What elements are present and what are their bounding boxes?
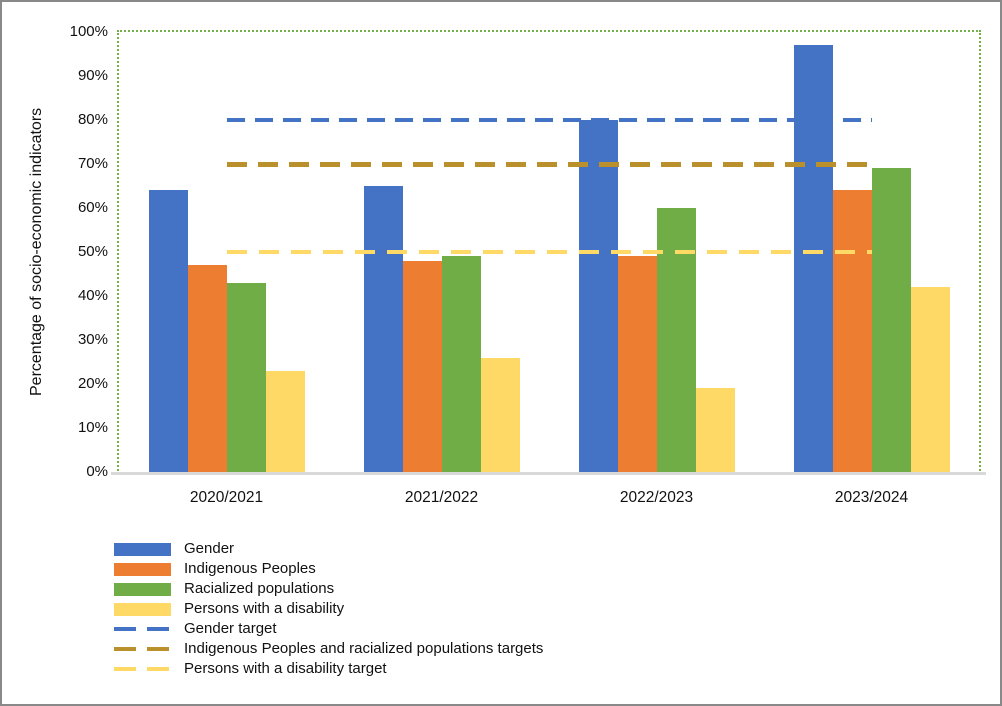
legend-item: Gender target xyxy=(114,619,543,639)
legend-item: Racialized populations xyxy=(114,579,543,599)
legend-label: Gender xyxy=(184,540,235,557)
bar xyxy=(656,208,696,472)
legend-color-swatch xyxy=(114,542,171,556)
bar xyxy=(578,120,618,472)
bar xyxy=(265,370,305,472)
y-tick-label: 10% xyxy=(77,419,108,436)
legend-label: Persons with a disability target xyxy=(184,660,387,677)
legend-label: Gender target xyxy=(184,620,277,637)
legend-item: Indigenous Peoples and racialized popula… xyxy=(114,639,543,659)
bar xyxy=(910,287,950,472)
legend-label: Indigenous Peoples and racialized popula… xyxy=(184,640,544,657)
legend-label: Racialized populations xyxy=(184,580,335,597)
legend-swatch xyxy=(114,602,171,616)
target-line xyxy=(226,250,872,254)
legend-label: Persons with a disability xyxy=(184,600,345,617)
x-tick-label: 2022/2023 xyxy=(619,489,694,506)
bar xyxy=(441,256,481,472)
x-tick-label: 2023/2024 xyxy=(834,489,909,506)
bar xyxy=(148,190,188,472)
legend-dash-swatch xyxy=(114,667,171,671)
legend-swatch xyxy=(114,542,171,556)
legend-item: Persons with a disability target xyxy=(114,659,543,679)
bar xyxy=(187,265,227,472)
legend-dash-swatch xyxy=(114,647,171,651)
y-tick-label: 20% xyxy=(77,375,108,392)
bar xyxy=(480,357,520,472)
y-tick-label: 80% xyxy=(77,111,108,128)
legend-label: Indigenous Peoples xyxy=(184,560,316,577)
legend-item: Persons with a disability xyxy=(114,599,543,619)
y-tick-label: 50% xyxy=(77,243,108,260)
x-tick-label: 2020/2021 xyxy=(189,489,264,506)
y-tick-label: 70% xyxy=(77,155,108,172)
bar xyxy=(832,190,872,472)
y-tick-label: 40% xyxy=(77,287,108,304)
legend: Gender Indigenous Peoples Racialized popul… xyxy=(114,539,543,679)
bar xyxy=(402,260,442,472)
target-line xyxy=(226,161,872,167)
bar xyxy=(617,256,657,472)
y-tick-label: 0% xyxy=(86,463,108,480)
bar xyxy=(871,168,911,472)
x-axis-line xyxy=(111,472,986,475)
legend-swatch xyxy=(114,582,171,596)
legend-color-swatch xyxy=(114,582,171,596)
legend-swatch xyxy=(114,667,171,671)
legend-swatch xyxy=(114,562,171,576)
legend-color-swatch xyxy=(114,602,171,616)
y-tick-label: 60% xyxy=(77,199,108,216)
y-tick-label: 90% xyxy=(77,67,108,84)
legend-item: Indigenous Peoples xyxy=(114,559,543,579)
legend-swatch xyxy=(114,647,171,651)
bar xyxy=(793,45,833,472)
legend-item: Gender xyxy=(114,539,543,559)
y-tick-label: 100% xyxy=(69,23,108,40)
bar xyxy=(363,186,403,472)
legend-dash-swatch xyxy=(114,627,171,631)
target-line xyxy=(226,118,872,122)
y-tick-label: 30% xyxy=(77,331,108,348)
legend-swatch xyxy=(114,627,171,631)
legend-color-swatch xyxy=(114,562,171,576)
plot-area xyxy=(117,30,981,474)
x-tick-label: 2021/2022 xyxy=(404,489,479,506)
bar xyxy=(695,388,735,472)
bar xyxy=(226,282,266,472)
